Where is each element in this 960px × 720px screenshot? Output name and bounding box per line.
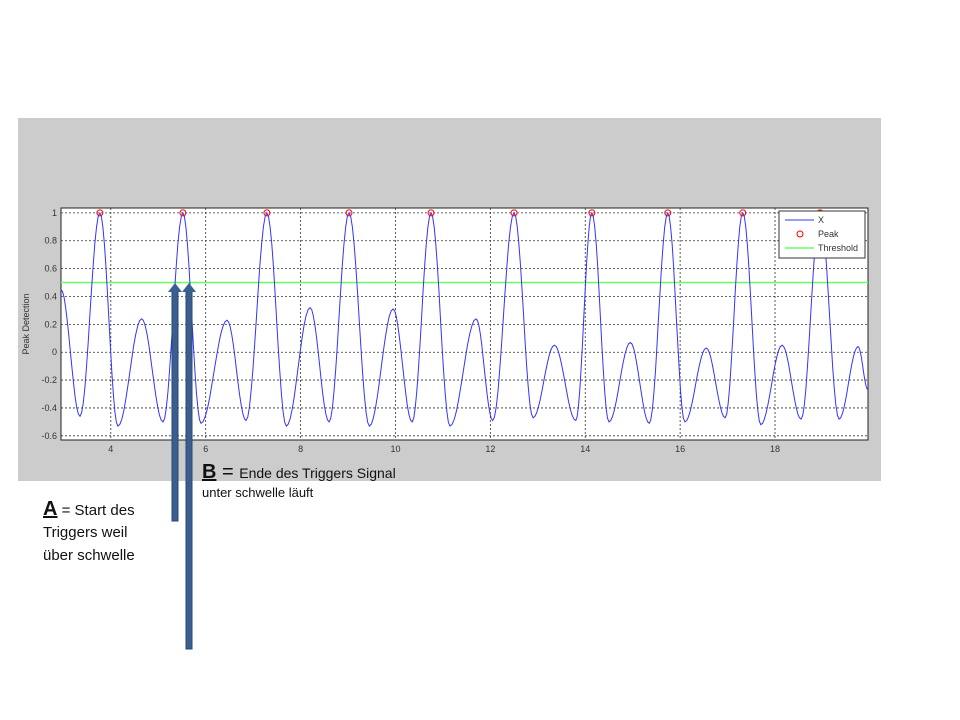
arrow-a [168, 283, 182, 522]
y-tick-label: 0.8 [44, 236, 57, 246]
x-tick-label: 18 [770, 444, 780, 454]
peak-marker [427, 209, 435, 217]
peak-marker [345, 209, 353, 217]
y-tick-label: 1 [52, 208, 57, 218]
peak-marker [664, 209, 672, 217]
annotation-a-letter: A [43, 498, 58, 520]
y-tick-label: 0.2 [44, 319, 57, 329]
y-tick-label: -0.6 [41, 431, 57, 441]
y-tick-label: -0.4 [41, 403, 57, 413]
legend: X Peak Threshold [778, 210, 866, 259]
annotation-b-line1: Ende des Triggers Signal [239, 465, 396, 481]
annotation-a-line2: Triggers weil [43, 524, 128, 541]
x-tick-label: 10 [390, 444, 400, 454]
y-tick-label: 0.4 [44, 291, 57, 301]
peak-marker [263, 209, 271, 217]
y-axis-label: Peak Detection [21, 293, 31, 354]
x-tick-label: 16 [675, 444, 685, 454]
peak-marker [588, 209, 596, 217]
annotation-arrows [168, 283, 196, 650]
legend-label-threshold: Threshold [818, 243, 858, 253]
peak-marker [179, 209, 187, 217]
peak-marker [739, 209, 747, 217]
y-tick-label: 0.6 [44, 264, 57, 274]
signal-line-x [60, 211, 869, 427]
x-tick-label: 12 [485, 444, 495, 454]
arrow-b [182, 283, 196, 650]
annotation-b-letter: B [202, 461, 217, 483]
annotation-b: B = Ende des Triggers Signal unter schwe… [202, 460, 396, 502]
annotation-a-line3: über schwelle [43, 547, 135, 564]
x-tick-label: 6 [203, 444, 208, 454]
tick-labels: 4 6 8 10 12 14 16 18 -0.6 -0.4 -0.2 0 0.2 0.4 0.6 0.8 1 [41, 208, 780, 454]
x-tick-label: 4 [108, 444, 113, 454]
annotation-b-row1: B = Ende des Triggers Signal [202, 460, 396, 484]
y-tick-label: 0 [52, 347, 57, 357]
annotation-b-line2: unter schwelle läuft [202, 485, 314, 500]
annotation-a-line1: = Start des [57, 502, 135, 519]
annotation-a: A = Start des Triggers weil über schwell… [43, 498, 135, 567]
legend-label-peak: Peak [818, 229, 839, 239]
legend-label-x: X [818, 215, 824, 225]
annotation-a-row1: A = Start des [43, 498, 135, 521]
x-tick-label: 8 [298, 444, 303, 454]
peak-marker [96, 209, 104, 217]
y-tick-label: -0.2 [41, 375, 57, 385]
peak-marker [510, 209, 518, 217]
annotation-b-equals: = [216, 461, 240, 483]
grid [61, 208, 868, 440]
legend-marker-peak [796, 230, 804, 238]
x-tick-label: 14 [580, 444, 590, 454]
